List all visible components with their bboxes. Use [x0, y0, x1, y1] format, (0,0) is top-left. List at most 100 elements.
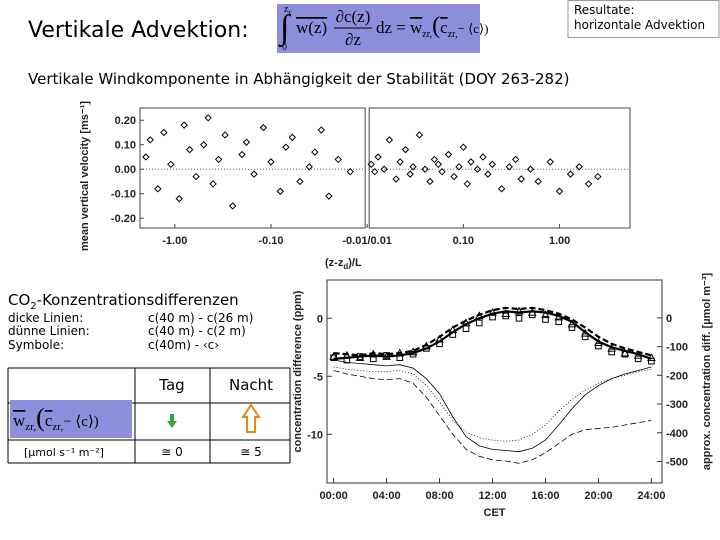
- data-point: [484, 170, 492, 178]
- data-point: [221, 131, 229, 139]
- data-point: [505, 163, 513, 171]
- x-tick-label: 16:00: [531, 490, 559, 502]
- y-tick-label: -0.10: [111, 189, 136, 201]
- data-point: [415, 131, 424, 139]
- flux-table: [7, 367, 291, 464]
- data-line: [333, 306, 652, 357]
- integral-upper: zr: [284, 4, 291, 17]
- integral-sign: ∫: [278, 9, 292, 48]
- square-marker: [449, 331, 457, 338]
- triangle-marker: [474, 311, 484, 320]
- square-marker: [370, 355, 377, 363]
- square-marker: [648, 357, 655, 365]
- legend-key: Symbole:: [8, 338, 64, 352]
- data-point: [180, 121, 188, 129]
- data-point: [421, 165, 429, 173]
- data-point: [346, 167, 354, 176]
- square-marker: [515, 314, 523, 322]
- data-point: [142, 153, 150, 161]
- square-marker: [423, 345, 430, 352]
- data-point: [534, 177, 542, 186]
- co2-sub: 2: [30, 301, 36, 312]
- legend-text: c(40m) - ‹c›: [148, 338, 219, 352]
- data-line: [333, 359, 652, 453]
- square-marker: [343, 356, 351, 364]
- data-point: [160, 128, 168, 137]
- y2-tick-label: -400: [666, 428, 688, 440]
- data-line: [333, 370, 652, 464]
- x-axis-label-part: d: [343, 262, 348, 271]
- data-point: [242, 138, 251, 146]
- data-point: [450, 172, 458, 181]
- x-tick-label: -1.00: [162, 235, 187, 247]
- data-point: [497, 185, 506, 193]
- square-marker: [621, 350, 629, 358]
- data-point: [444, 150, 453, 159]
- x-tick-label: 1.00: [549, 235, 570, 247]
- slide-title: Vertikale Advektion:: [28, 18, 249, 43]
- co2-heading: CO2-Konzentrationsdifferenzen: [8, 291, 239, 312]
- y2-tick-label: -500: [666, 456, 688, 468]
- data-point: [209, 180, 217, 188]
- data-point: [526, 165, 535, 173]
- y2-axis-label: approx. concentration diff. [µmol m⁻³]: [701, 273, 713, 471]
- data-point: [167, 160, 175, 169]
- triangle-marker: [607, 343, 617, 352]
- square-marker: [608, 348, 615, 356]
- co2-base: CO: [8, 291, 30, 309]
- data-point: [185, 145, 194, 154]
- data-point: [204, 114, 212, 122]
- legend-key: dicke Linien:: [8, 311, 83, 325]
- triangle-marker: [647, 353, 656, 362]
- legend-text: c(40 m) - c(2 m): [148, 324, 246, 338]
- w-sub: zr,: [422, 29, 432, 40]
- data-point: [317, 126, 325, 134]
- data-point: [192, 172, 200, 181]
- x-tick-label: 00:00: [320, 490, 348, 502]
- square-marker: [634, 355, 642, 363]
- triangle-marker: [435, 334, 444, 343]
- triangle-marker: [594, 338, 603, 346]
- data-point: [430, 155, 439, 164]
- c-tail: − ⟨c⟩): [458, 21, 489, 36]
- x-tick-label: -0.01/0.01: [342, 235, 392, 247]
- numerator: ∂c(z): [336, 7, 371, 26]
- data-point: [305, 163, 313, 171]
- data-point: [473, 165, 482, 173]
- y-tick-label: 0: [317, 313, 323, 325]
- y-tick-label: 0.20: [115, 115, 136, 127]
- data-point: [463, 180, 472, 188]
- c-term: c: [440, 18, 448, 37]
- table-header: Tag: [158, 376, 184, 394]
- triangle-marker: [620, 348, 630, 357]
- table-unit: [µmol s⁻¹ m⁻²]: [24, 446, 104, 459]
- square-marker: [396, 354, 404, 362]
- triangle-marker: [488, 307, 497, 316]
- square-marker: [475, 319, 483, 327]
- square-marker: [595, 342, 602, 350]
- triangle-marker: [368, 349, 378, 358]
- square-marker: [528, 311, 536, 319]
- triangle-marker: [514, 306, 524, 315]
- triangle-marker: [395, 348, 405, 357]
- data-point: [385, 136, 394, 144]
- w-sub: zr,: [25, 421, 36, 433]
- paren: (: [36, 403, 45, 432]
- data-point: [154, 185, 162, 193]
- triangle-marker: [355, 353, 365, 362]
- x-tick-label: 24:00: [637, 490, 665, 502]
- data-point: [374, 153, 382, 161]
- upper-base: z: [284, 4, 289, 15]
- data-point: [455, 163, 463, 171]
- integral-lower: 0: [282, 42, 287, 53]
- data-point: [546, 158, 554, 166]
- triangle-marker: [554, 312, 564, 321]
- x-tick-label: -0.10: [258, 235, 283, 247]
- subtitle: Vertikale Windkomponente in Abhängigkeit…: [28, 70, 570, 88]
- data-point: [214, 155, 223, 164]
- data-line: [333, 366, 652, 442]
- data-point: [594, 172, 602, 181]
